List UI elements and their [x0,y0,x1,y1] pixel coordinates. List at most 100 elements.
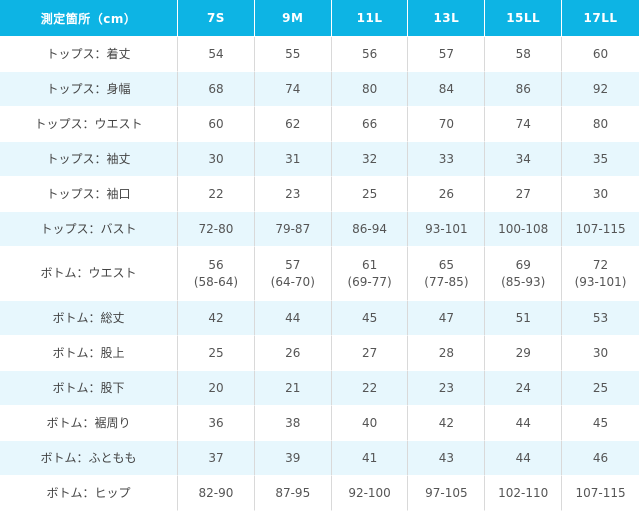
table-cell: 84 [408,72,486,107]
table-cell: 80 [331,72,409,107]
table-cell: 34 [485,142,563,177]
table-cell: 53 [562,301,639,336]
table-cell: 42 [178,301,255,336]
cell-value: 72 [592,257,609,272]
table-cell: 60 [562,37,639,72]
table-cell: 62 [254,107,332,142]
header-size-11l: 11L [331,0,409,37]
table-row: トップス：バスト 72-80 79-87 86-94 93-101 100-108 107-… [0,212,639,247]
row-label: トップス：バスト [0,212,179,247]
cell-value: 56 [208,257,224,272]
table-cell: 87-95 [254,476,332,511]
table-cell: 56 (58-64) [178,247,255,301]
header-row: 測定箇所（cm） 7S 9M 11L 13L 15LL 17LL [0,0,639,37]
cell-range: (64-70) [270,274,315,289]
header-size-9m: 9M [254,0,332,37]
table-cell: 97-105 [408,476,486,511]
cell-range: (58-64) [193,274,239,289]
table-cell: 24 [485,371,563,406]
table-cell: 35 [562,142,639,177]
cell-range: (93-101) [574,274,627,289]
header-size-15ll: 15LL [485,0,563,37]
cell-range: (85-93) [501,274,546,289]
table-cell: 44 [485,406,563,441]
table-row: ボトム：ウエスト 56 (58-64) 57 (64-70) 61 (69-77) 65 (77… [0,247,639,301]
row-label: ボトム：股上 [0,336,179,371]
table-cell: 56 [331,37,409,72]
table-row: トップス：身幅 68 74 80 84 86 92 [0,72,639,107]
table-row: ボトム：ヒップ 82-90 87-95 92-100 97-105 102-110 107-… [0,476,639,511]
table-cell: 33 [408,142,486,177]
table-cell: 65 (77-85) [408,247,486,301]
table-row: トップス：ウエスト 60 62 66 70 74 80 [0,107,639,142]
table-row: ボトム：股上 25 26 27 28 29 30 [0,336,639,371]
cell-range: (77-85) [424,274,469,289]
table-cell: 74 [254,72,332,107]
header-size-17ll: 17LL [562,0,639,37]
table-cell: 107-115 [562,212,639,247]
table-cell: 30 [178,142,255,177]
table-cell: 26 [254,336,332,371]
table-cell: 57 [408,37,486,72]
table-cell: 27 [331,336,409,371]
table-cell: 36 [178,406,255,441]
row-label: ボトム：裾周り [0,406,179,441]
table-row: トップス：着丈 54 55 56 57 58 60 [0,37,639,72]
table-cell: 107-115 [562,476,639,511]
table-cell: 43 [408,441,486,476]
table-cell: 70 [408,107,486,142]
row-label: ボトム：ふともも [0,441,179,476]
table-cell: 55 [254,37,332,72]
table-cell: 57 (64-70) [254,247,332,301]
row-label: トップス：身幅 [0,72,179,107]
table-cell: 37 [178,441,255,476]
table-cell: 21 [254,371,332,406]
table-cell: 30 [562,177,639,212]
table-cell: 92-100 [331,476,409,511]
row-label: トップス：ウエスト [0,107,179,142]
cell-value: 61 [361,257,378,272]
table-cell: 54 [178,37,255,72]
table-cell: 60 [178,107,255,142]
table-cell: 82-90 [178,476,255,511]
cell-value: 65 [438,257,455,272]
cell-value: 69 [515,257,531,272]
table-cell: 86 [485,72,563,107]
table-cell: 100-108 [485,212,563,247]
table-cell: 79-87 [254,212,332,247]
table-cell: 42 [408,406,486,441]
size-chart-table: 測定箇所（cm） 7S 9M 11L 13L 15LL 17LL トップス：着丈… [0,0,639,511]
table-row: トップス：袖口 22 23 25 26 27 30 [0,177,639,212]
table-cell: 41 [331,441,409,476]
table-cell: 25 [178,336,255,371]
row-label: ボトム：股下 [0,371,179,406]
table-cell: 38 [254,406,332,441]
table-cell: 27 [485,177,563,212]
table-cell: 39 [254,441,332,476]
table-cell: 80 [562,107,639,142]
table-cell: 26 [408,177,486,212]
table-cell: 22 [331,371,409,406]
table-cell: 68 [178,72,255,107]
table-row: トップス：袖丈 30 31 32 33 34 35 [0,142,639,177]
table-cell: 93-101 [408,212,486,247]
table-cell: 29 [485,336,563,371]
table-cell: 51 [485,301,563,336]
row-label: ボトム：ヒップ [0,476,179,511]
header-measurement: 測定箇所（cm） [0,0,179,37]
table-cell: 61 (69-77) [331,247,409,301]
table-cell: 44 [485,441,563,476]
table-cell: 45 [562,406,639,441]
table-cell: 58 [485,37,563,72]
row-label: ボトム：ウエスト [0,247,179,301]
table-row: ボトム：裾周り 36 38 40 42 44 45 [0,406,639,441]
table-row: ボトム：股下 20 21 22 23 24 25 [0,371,639,406]
cell-value: 57 [285,257,301,272]
table-cell: 40 [331,406,409,441]
table-cell: 23 [408,371,486,406]
table-cell: 31 [254,142,332,177]
table-cell: 32 [331,142,409,177]
header-size-7s: 7S [178,0,255,37]
table-cell: 23 [254,177,332,212]
table-cell: 47 [408,301,486,336]
